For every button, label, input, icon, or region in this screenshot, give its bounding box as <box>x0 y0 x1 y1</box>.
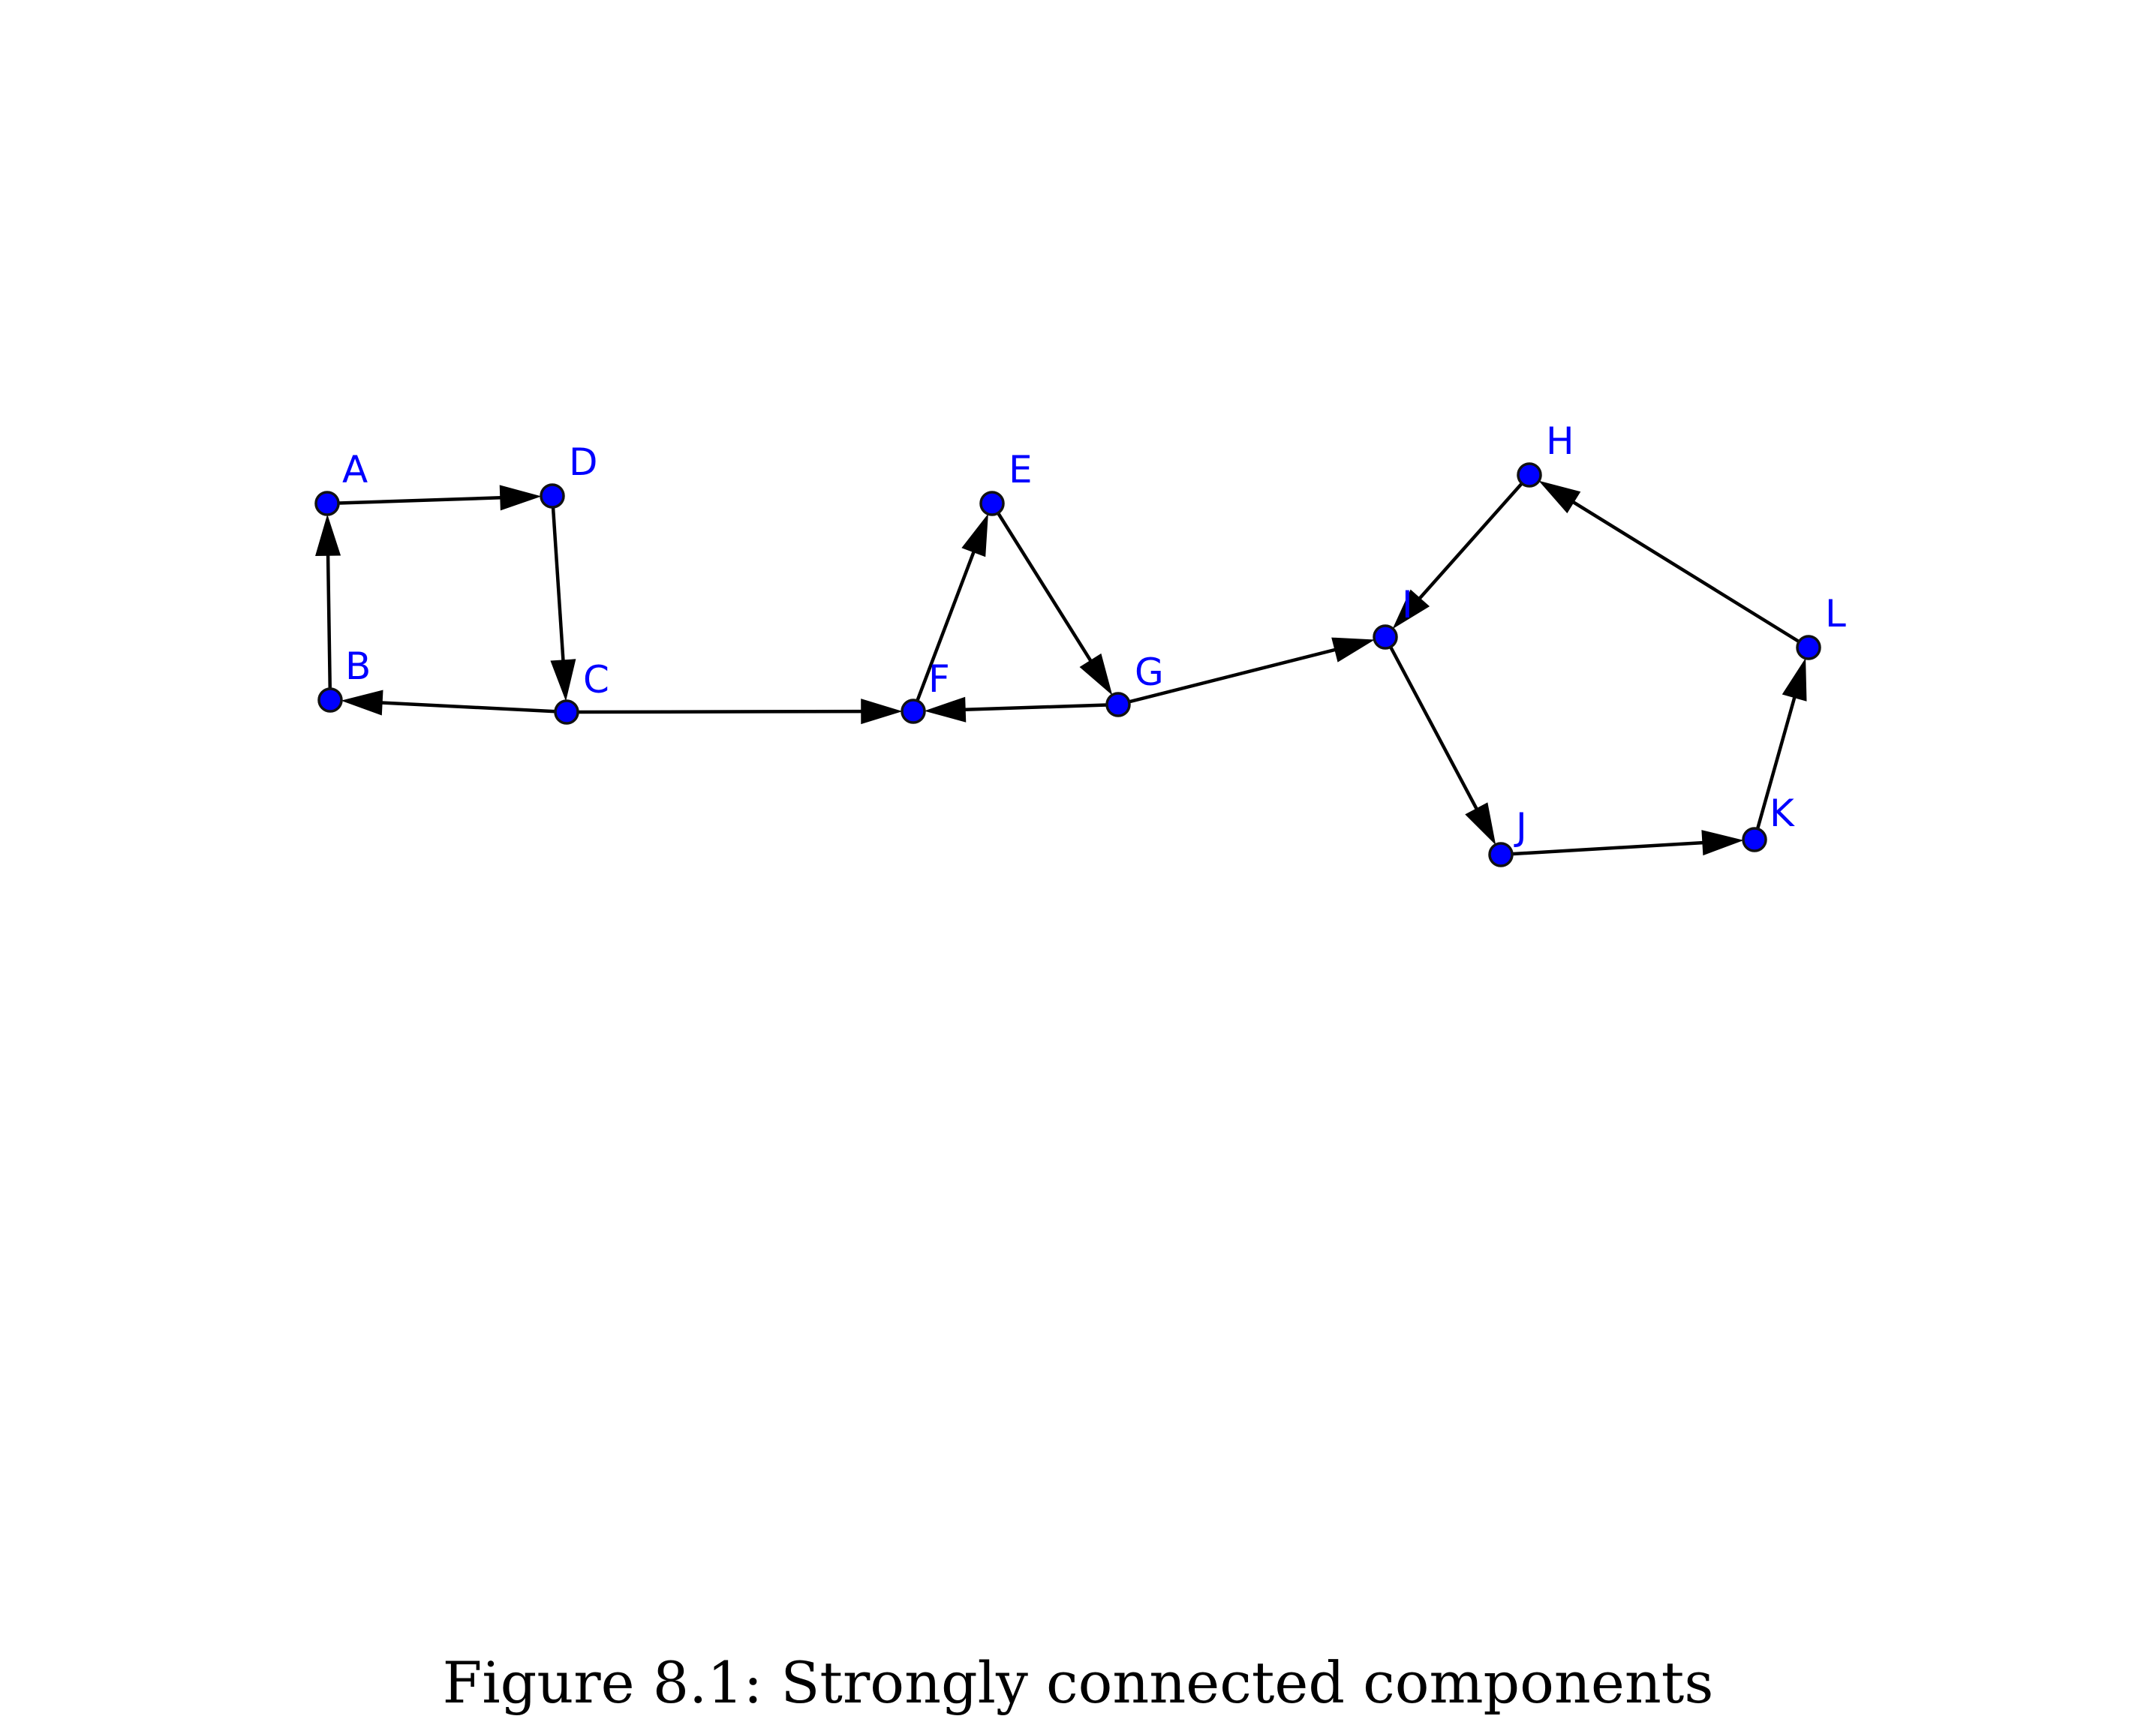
edge-line-H-I <box>1416 473 1531 602</box>
arrowhead-icon <box>1538 480 1581 514</box>
edge-F-E <box>911 513 988 712</box>
node-J <box>1488 842 1514 867</box>
edge-line-C-F <box>566 709 865 714</box>
arrowhead-icon <box>315 514 341 557</box>
node-label-C: C <box>583 658 609 702</box>
edge-line-E-G <box>991 502 1094 665</box>
edge-K-L <box>1752 657 1807 840</box>
node-label-K: K <box>1770 792 1795 835</box>
edge-J-K <box>1500 830 1744 857</box>
node-label-G: G <box>1135 651 1164 694</box>
arrowhead-icon <box>1079 653 1113 696</box>
arrowhead-icon <box>499 485 542 511</box>
node-H <box>1517 462 1542 488</box>
edge-G-I <box>1117 637 1375 707</box>
labels-layer: A B C D E F G H I J K L <box>342 419 1846 849</box>
edge-line-C-B <box>378 701 567 714</box>
nodes-layer <box>314 462 1821 867</box>
node-G <box>1105 692 1131 717</box>
edge-A-D <box>326 485 542 511</box>
edge-line-I-J <box>1384 636 1480 813</box>
edge-line-F-E <box>911 548 977 712</box>
arrowhead-icon <box>550 659 576 702</box>
edge-line-J-K <box>1500 840 1706 857</box>
edges-layer <box>315 473 1810 857</box>
edge-line-K-L <box>1752 693 1797 840</box>
node-L <box>1796 635 1821 660</box>
edge-H-I <box>1392 473 1531 630</box>
node-label-I: I <box>1402 583 1413 627</box>
node-label-J: J <box>1514 805 1527 849</box>
arrowhead-icon <box>1782 657 1807 702</box>
node-label-F: F <box>928 657 950 701</box>
edge-E-G <box>991 502 1113 696</box>
arrowhead-icon <box>961 513 988 557</box>
edge-G-F <box>924 696 1119 723</box>
node-B <box>317 687 343 713</box>
edge-line-G-I <box>1117 647 1339 707</box>
edge-I-J <box>1384 636 1496 846</box>
node-label-A: A <box>342 448 368 491</box>
edge-line-B-A <box>326 551 332 701</box>
arrowhead-icon <box>1701 830 1744 856</box>
node-label-L: L <box>1825 592 1846 636</box>
node-E <box>979 491 1005 516</box>
node-I <box>1373 624 1398 650</box>
arrowhead-icon <box>1465 802 1496 846</box>
node-D <box>540 483 565 509</box>
edge-C-B <box>341 690 567 716</box>
node-label-E: E <box>1009 448 1033 491</box>
edge-line-G-F <box>961 702 1119 712</box>
edge-line-L-H <box>1570 499 1810 649</box>
node-label-H: H <box>1546 419 1574 463</box>
node-A <box>314 491 340 516</box>
arrowhead-icon <box>924 696 967 723</box>
arrowhead-icon <box>341 690 383 716</box>
edge-line-D-C <box>550 495 565 664</box>
edge-C-F <box>566 699 903 725</box>
edge-L-H <box>1538 480 1810 649</box>
arrowhead-icon <box>1331 637 1375 663</box>
edge-D-C <box>550 495 576 702</box>
node-F <box>901 699 926 724</box>
node-K <box>1742 827 1767 852</box>
arrowhead-icon <box>1392 589 1430 630</box>
edge-line-A-D <box>326 495 504 506</box>
node-label-D: D <box>569 440 598 484</box>
edge-B-A <box>315 514 341 701</box>
node-C <box>554 699 579 725</box>
arrowhead-icon <box>861 699 903 725</box>
node-label-B: B <box>345 645 371 688</box>
figure-caption: Figure 8.1: Strongly connected component… <box>442 1649 1714 1716</box>
